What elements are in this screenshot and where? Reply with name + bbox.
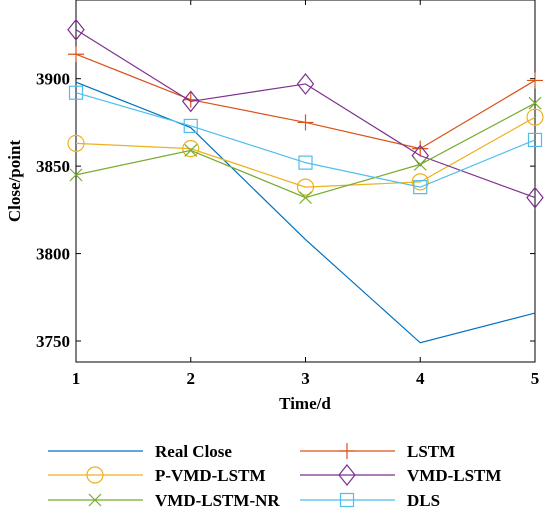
data-point (184, 143, 198, 157)
legend-marker (88, 493, 102, 507)
x-tick-label: 1 (72, 369, 81, 388)
data-point (411, 173, 429, 191)
legend-marker (86, 466, 104, 484)
legend-item: P-VMD-LSTM (48, 466, 265, 485)
y-tick-label: 3800 (36, 245, 70, 264)
legend-marker (339, 443, 355, 459)
legend-label: DLS (407, 491, 440, 510)
data-point (526, 186, 544, 209)
legend-label: P-VMD-LSTM (155, 466, 265, 485)
data-point (182, 91, 199, 108)
legend-item: Real Close (48, 442, 232, 461)
ticks-layer: 1 2 3 4 5 3750 3800 3850 3900 (36, 0, 539, 388)
data-point (411, 144, 430, 167)
series-line (75, 116, 536, 188)
legend-marker (339, 492, 355, 508)
legend-item: VMD-LSTM-NR (48, 491, 280, 510)
data-point (413, 180, 428, 195)
legend-marker (338, 464, 356, 486)
data-point (296, 72, 315, 95)
data-point (298, 155, 313, 170)
series-line (75, 53, 536, 150)
data-point (526, 108, 544, 126)
y-axis-label: Close/point (5, 140, 24, 223)
y-tick-label: 3850 (36, 157, 70, 176)
y-tick-label: 3900 (36, 70, 70, 89)
y-tick-label: 3750 (36, 332, 70, 351)
data-point (182, 140, 200, 158)
data-point (69, 168, 83, 182)
series-dls (68, 85, 543, 195)
data-point (527, 132, 543, 148)
series-line (75, 92, 536, 188)
x-tick-label: 3 (301, 369, 310, 388)
data-point (299, 191, 312, 205)
series-line (75, 81, 536, 344)
series-vmd-lstm-nr (69, 96, 542, 205)
plot-frame (75, 0, 536, 363)
series-real-close (75, 81, 536, 344)
series-layer (67, 18, 544, 344)
legend-label: VMD-LSTM-NR (155, 491, 280, 510)
data-point (67, 134, 85, 153)
legend-label: LSTM (407, 442, 455, 461)
data-point (68, 46, 84, 63)
data-point (412, 140, 429, 157)
legend: Real Close LSTM P-VMD-LSTM VMD-LSTM VMD-LSTM… (48, 442, 501, 510)
series-vmd-lstm (67, 18, 544, 209)
series-line (75, 29, 536, 199)
data-point (528, 96, 542, 110)
x-tick-label: 2 (187, 369, 196, 388)
data-point (296, 178, 315, 196)
data-point (67, 18, 85, 41)
legend-item: VMD-LSTM (300, 464, 501, 486)
data-point (297, 114, 314, 131)
x-tick-label: 4 (416, 369, 425, 388)
data-point (68, 85, 84, 100)
data-point (183, 118, 198, 134)
data-point (527, 72, 543, 89)
legend-label: Real Close (155, 442, 232, 461)
legend-label: VMD-LSTM (407, 466, 501, 485)
data-point (413, 157, 427, 171)
legend-item: LSTM (300, 442, 455, 461)
data-point (181, 90, 200, 113)
series-p-vmd-lstm (67, 108, 544, 196)
series-lstm (68, 46, 543, 157)
plot-area (75, 0, 536, 363)
x-tick-label: 5 (531, 369, 540, 388)
legend-item: DLS (300, 491, 440, 510)
x-axis-label: Time/d (279, 394, 331, 413)
